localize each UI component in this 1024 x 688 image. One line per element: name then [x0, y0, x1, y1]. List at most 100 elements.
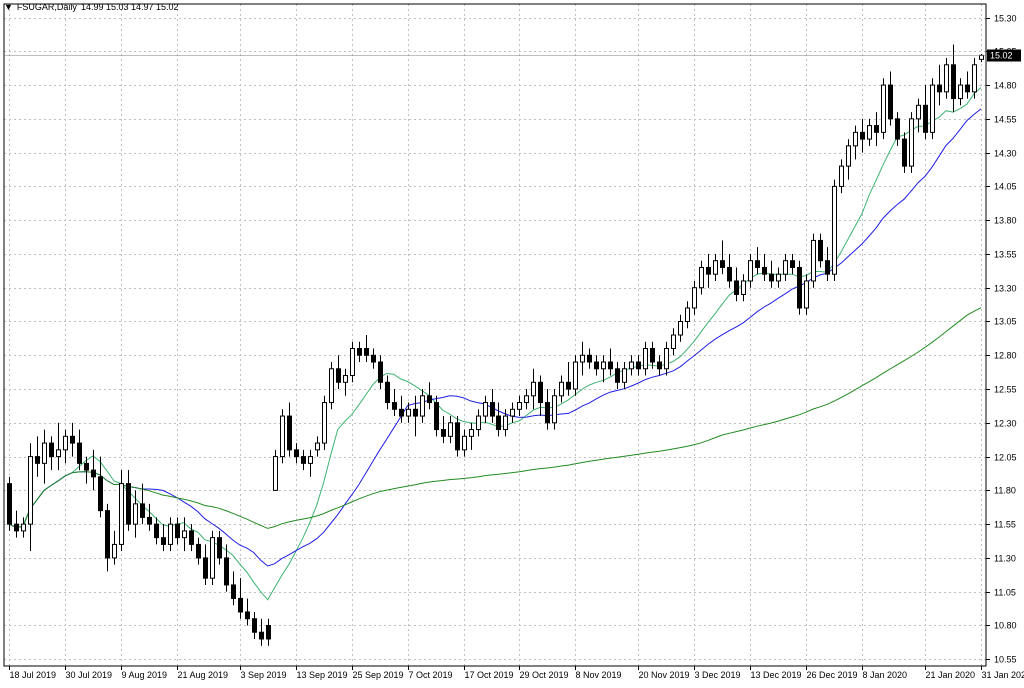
candle-body-down: [491, 403, 495, 417]
candle-body-up: [714, 261, 718, 275]
candle: [539, 376, 543, 417]
candle-body-up: [477, 416, 481, 430]
y-tick-label: 13.05: [994, 317, 1017, 327]
candle-body-down: [707, 267, 711, 274]
candle: [428, 382, 432, 409]
candle-body-down: [735, 281, 739, 295]
candle-body-up: [665, 349, 669, 369]
candle: [442, 416, 446, 443]
candle: [29, 443, 33, 551]
candle-body-up: [57, 450, 61, 457]
candle-body-down: [155, 524, 159, 538]
x-tick-label: 3 Dec 2019: [695, 670, 741, 680]
candle: [295, 443, 299, 463]
candle: [630, 355, 634, 375]
candle: [616, 362, 620, 389]
candle: [15, 511, 19, 538]
candle-body-down: [267, 625, 271, 639]
candle: [162, 524, 166, 551]
candle: [567, 362, 571, 396]
candle: [302, 450, 306, 470]
candle: [246, 598, 250, 625]
candle-body-down: [36, 457, 40, 464]
moving-average-layer: [9, 88, 981, 600]
candle: [889, 72, 893, 126]
candle-body-up: [120, 484, 124, 545]
candle-body-down: [658, 362, 662, 369]
candle-body-up: [344, 376, 348, 383]
x-tick-label: 8 Jan 2020: [863, 670, 908, 680]
candle-body-down: [609, 362, 613, 369]
candle: [581, 342, 585, 376]
candle: [931, 78, 935, 139]
y-tick-label: 11.05: [994, 588, 1016, 598]
candle: [497, 403, 501, 437]
candle-body-up: [812, 240, 816, 281]
candle: [805, 274, 809, 315]
candle-body-down: [651, 349, 655, 363]
candle-body-down: [239, 598, 243, 612]
x-tick-label: 21 Aug 2019: [178, 670, 229, 680]
x-tick-label: 8 Nov 2019: [576, 670, 622, 680]
candle-body-down: [50, 443, 54, 457]
candle: [260, 619, 264, 646]
dropdown-arrow-icon[interactable]: ▼: [4, 2, 13, 12]
candle-body-up: [211, 538, 215, 579]
candle: [882, 78, 886, 139]
candle-body-down: [260, 632, 264, 639]
candle-body-down: [414, 409, 418, 416]
candle: [952, 45, 956, 113]
x-tick-label: 18 Jul 2019: [10, 670, 57, 680]
candle-body-down: [288, 416, 292, 450]
y-tick-label: 12.80: [994, 351, 1017, 361]
candle: [477, 409, 481, 436]
candle: [232, 571, 236, 605]
candle-body-down: [225, 558, 229, 585]
plot-frame: [4, 4, 986, 666]
y-tick-label: 14.55: [994, 115, 1017, 125]
candle-body-down: [616, 369, 620, 383]
candle: [546, 389, 550, 430]
candle: [770, 261, 774, 288]
candle: [749, 254, 753, 288]
candle-body-up: [504, 416, 508, 430]
candle-body-up: [980, 55, 984, 59]
candle-body-up: [113, 544, 117, 558]
candle-body-down: [798, 267, 802, 308]
candle: [120, 470, 124, 551]
candle-body-up: [854, 132, 858, 146]
candle: [637, 355, 641, 375]
y-tick-label: 12.30: [994, 419, 1017, 429]
candle: [253, 612, 257, 639]
candle-body-up: [484, 403, 488, 417]
candle: [819, 234, 823, 268]
candle: [595, 355, 599, 375]
candle: [938, 65, 942, 106]
candle-body-up: [644, 349, 648, 369]
candle: [728, 254, 732, 288]
candle-body-down: [539, 382, 543, 402]
candle-body-down: [8, 484, 12, 525]
candle-body-up: [749, 261, 753, 281]
candle-body-up: [323, 403, 327, 444]
candle-body-down: [127, 484, 131, 525]
y-tick-label: 14.80: [994, 81, 1017, 91]
candle-body-up: [274, 457, 278, 491]
candle-body-up: [959, 85, 963, 99]
candle: [700, 261, 704, 295]
candle: [742, 274, 746, 301]
candle-body-down: [903, 139, 907, 166]
candle: [288, 403, 292, 457]
candle-body-down: [85, 463, 89, 470]
candle: [623, 362, 627, 389]
x-tick-label: 26 Dec 2019: [807, 670, 858, 680]
candle: [532, 369, 536, 410]
candle-body-down: [253, 619, 257, 633]
candle-body-up: [784, 261, 788, 275]
x-tick-label: 21 Jan 2020: [926, 670, 976, 680]
candle: [316, 436, 320, 456]
candle-body-down: [232, 585, 236, 599]
